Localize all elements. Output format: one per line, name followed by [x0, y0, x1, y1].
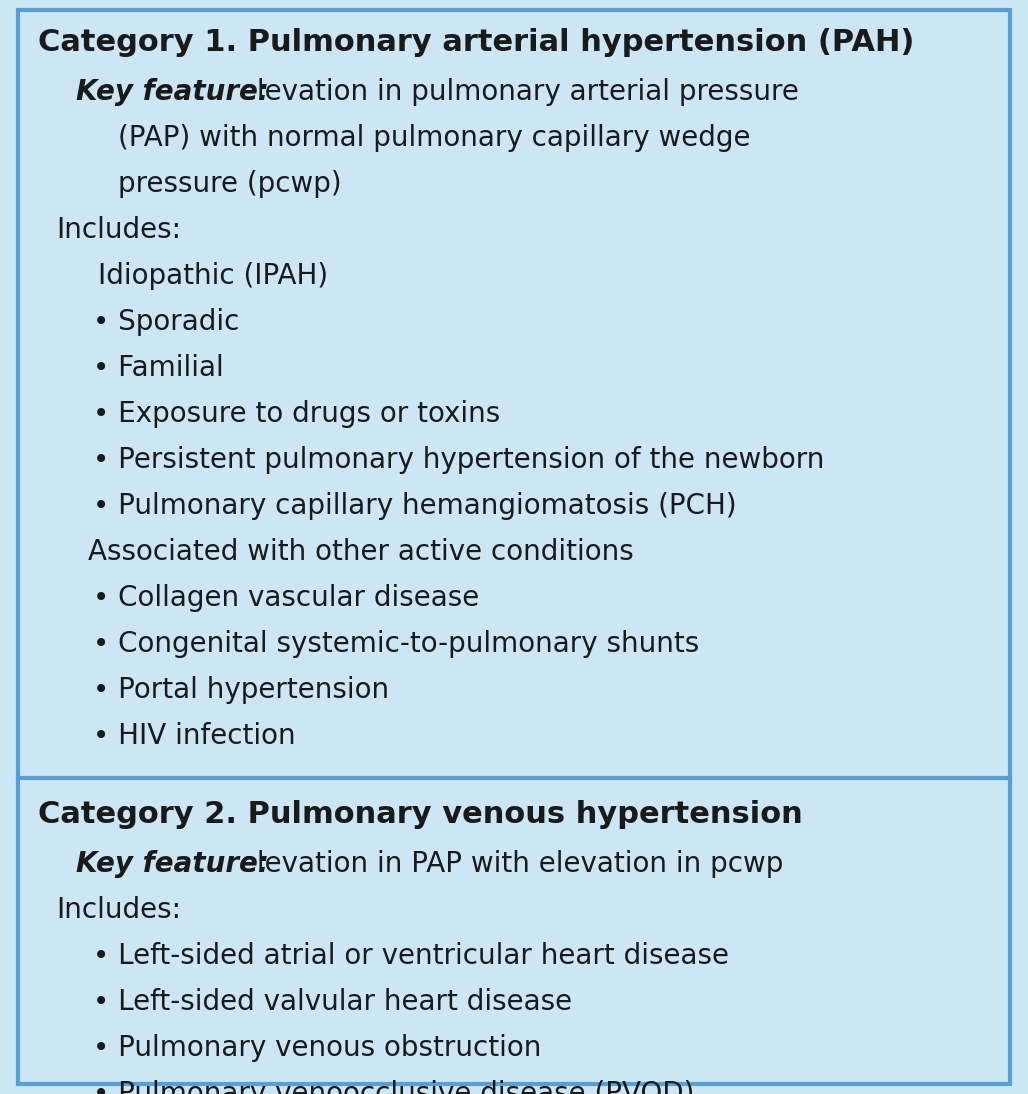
Text: elevation in pulmonary arterial pressure: elevation in pulmonary arterial pressure: [231, 78, 799, 106]
Text: • Pulmonary venous obstruction: • Pulmonary venous obstruction: [93, 1034, 542, 1062]
Text: • Sporadic: • Sporadic: [93, 309, 240, 336]
Text: • Familial: • Familial: [93, 354, 224, 382]
Text: elevation in PAP with elevation in pcwp: elevation in PAP with elevation in pcwp: [231, 850, 783, 878]
Text: Key feature:: Key feature:: [76, 78, 269, 106]
Text: • Left-sided valvular heart disease: • Left-sided valvular heart disease: [93, 988, 573, 1016]
Text: • Collagen vascular disease: • Collagen vascular disease: [93, 584, 479, 612]
Text: Associated with other active conditions: Associated with other active conditions: [88, 538, 633, 566]
Text: (PAP) with normal pulmonary capillary wedge: (PAP) with normal pulmonary capillary we…: [118, 124, 750, 152]
Text: • Persistent pulmonary hypertension of the newborn: • Persistent pulmonary hypertension of t…: [93, 446, 824, 474]
Text: • HIV infection: • HIV infection: [93, 722, 296, 750]
Text: • Pulmonary capillary hemangiomatosis (PCH): • Pulmonary capillary hemangiomatosis (P…: [93, 492, 737, 520]
Text: Category 2. Pulmonary venous hypertension: Category 2. Pulmonary venous hypertensio…: [38, 800, 803, 829]
Text: • Left-sided atrial or ventricular heart disease: • Left-sided atrial or ventricular heart…: [93, 942, 729, 970]
Text: • Congenital systemic-to-pulmonary shunts: • Congenital systemic-to-pulmonary shunt…: [93, 630, 699, 657]
Text: • Exposure to drugs or toxins: • Exposure to drugs or toxins: [93, 400, 501, 428]
Text: Includes:: Includes:: [56, 896, 181, 924]
Text: Includes:: Includes:: [56, 216, 181, 244]
Text: • Pulmonary venoocclusive disease (PVOD): • Pulmonary venoocclusive disease (PVOD): [93, 1080, 694, 1094]
Text: Category 1. Pulmonary arterial hypertension (PAH): Category 1. Pulmonary arterial hypertens…: [38, 28, 914, 57]
Text: Key feature:: Key feature:: [76, 850, 269, 878]
Text: Idiopathic (IPAH): Idiopathic (IPAH): [98, 261, 328, 290]
Text: pressure (pcwp): pressure (pcwp): [118, 170, 341, 198]
Text: • Portal hypertension: • Portal hypertension: [93, 676, 390, 705]
